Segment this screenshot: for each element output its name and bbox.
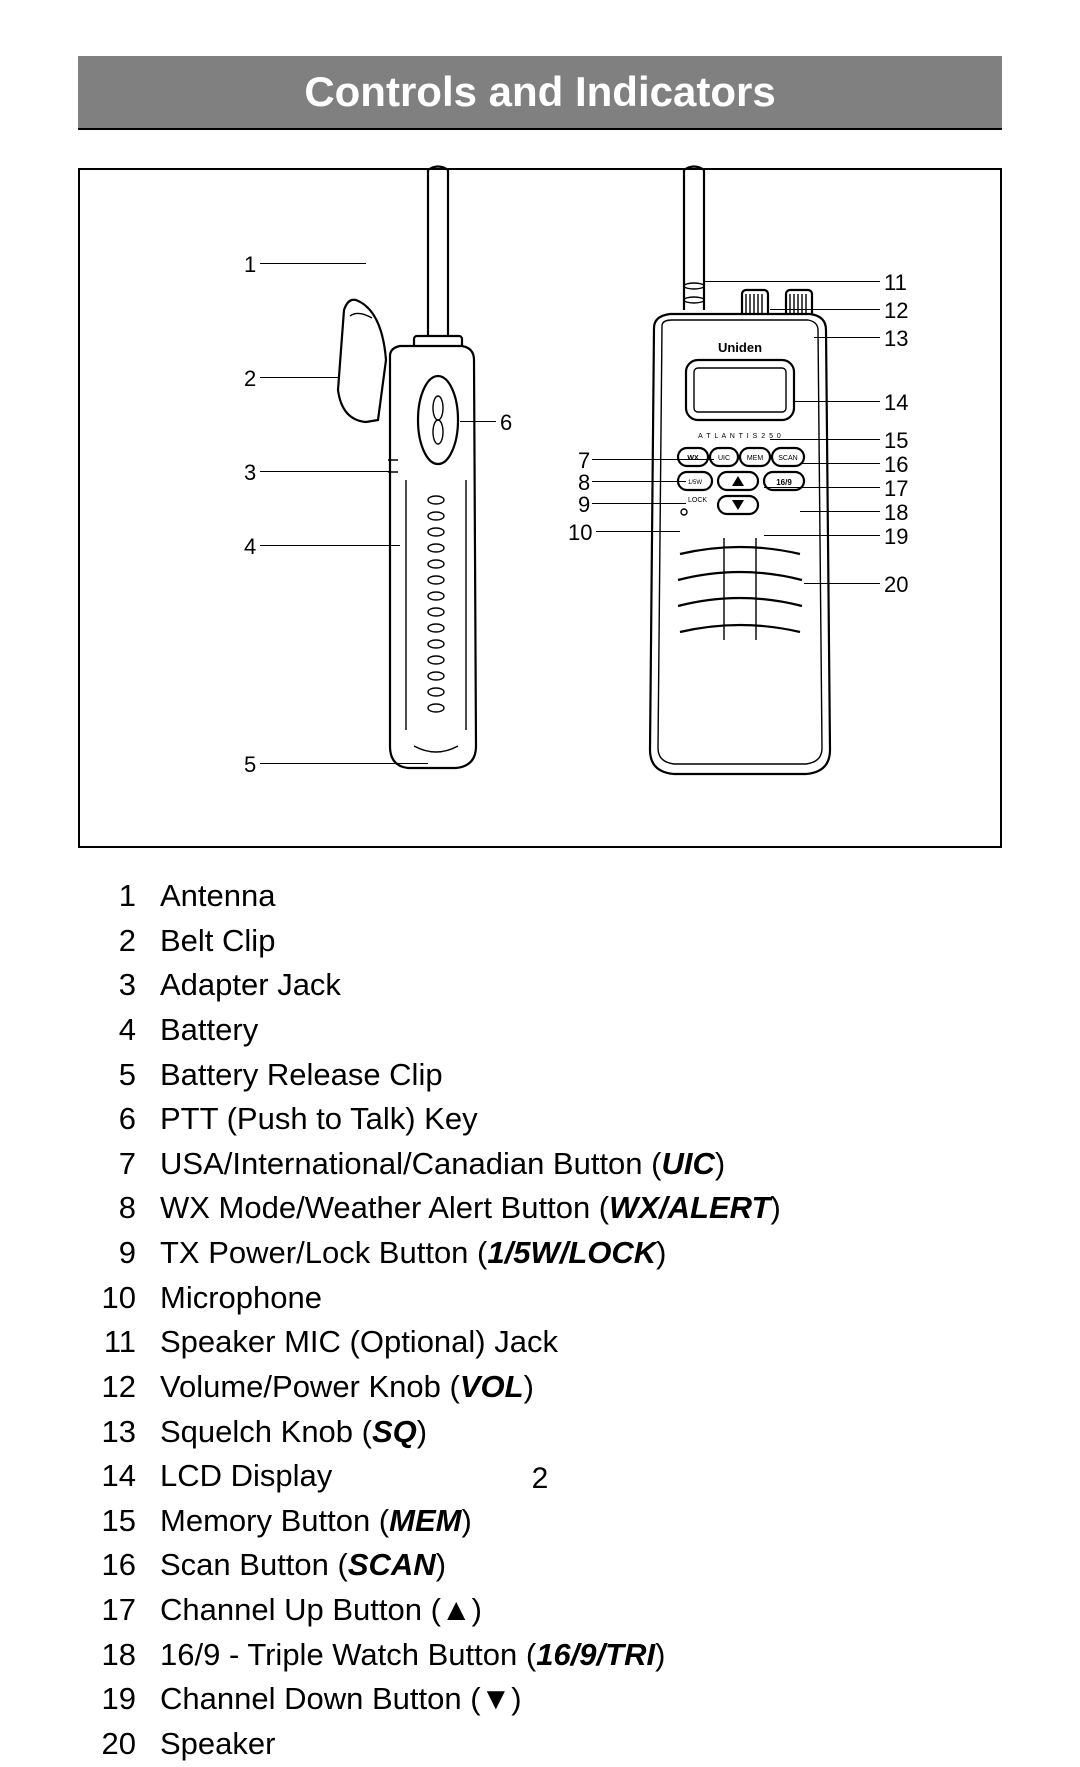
- callout-5: 5: [244, 752, 256, 778]
- legend-item: 1816/9 - Triple Watch Button (16/9/TRI): [92, 1633, 1002, 1678]
- callout-15: 15: [884, 428, 908, 454]
- callout-16: 16: [884, 452, 908, 478]
- legend-item: 17Channel Up Button (▲): [92, 1588, 1002, 1633]
- device-diagram: Uniden A T L A N T I S 2 5 0 WX UIC MEM …: [78, 168, 1002, 848]
- svg-text:SCAN: SCAN: [778, 455, 797, 462]
- legend-item: 7USA/International/Canadian Button (UIC): [92, 1142, 1002, 1187]
- legend-list: 1Antenna2Belt Clip3Adapter Jack4Battery5…: [78, 874, 1002, 1767]
- legend-item: 6PTT (Push to Talk) Key: [92, 1097, 1002, 1142]
- device-front-view: Uniden A T L A N T I S 2 5 0 WX UIC MEM …: [630, 160, 850, 810]
- legend-item: 3Adapter Jack: [92, 963, 1002, 1008]
- device-side-view: [308, 160, 518, 810]
- legend-item: 20Speaker: [92, 1722, 1002, 1767]
- legend-item: 9TX Power/Lock Button (1/5W/LOCK): [92, 1231, 1002, 1276]
- callout-6: 6: [500, 410, 512, 436]
- callout-20: 20: [884, 572, 908, 598]
- callout-4: 4: [244, 534, 256, 560]
- callout-13: 13: [884, 326, 908, 352]
- legend-item: 5Battery Release Clip: [92, 1053, 1002, 1098]
- callout-9: 9: [578, 492, 590, 518]
- callout-11: 11: [884, 270, 907, 296]
- callout-10: 10: [568, 520, 592, 546]
- svg-text:UIC: UIC: [718, 455, 730, 462]
- callout-19: 19: [884, 524, 908, 550]
- callout-2: 2: [244, 366, 256, 392]
- legend-item: 10Microphone: [92, 1276, 1002, 1321]
- page-number: 2: [0, 1462, 1080, 1496]
- legend-item: 15Memory Button (MEM): [92, 1499, 1002, 1544]
- brand-label: Uniden: [718, 340, 762, 355]
- legend-item: 4Battery: [92, 1008, 1002, 1053]
- callout-14: 14: [884, 390, 908, 416]
- legend-item: 19Channel Down Button (▼): [92, 1677, 1002, 1722]
- legend-item: 16Scan Button (SCAN): [92, 1543, 1002, 1588]
- svg-text:MEM: MEM: [747, 455, 764, 462]
- page-title: Controls and Indicators: [78, 56, 1002, 130]
- callout-3: 3: [244, 460, 256, 486]
- legend-item: 12Volume/Power Knob (VOL): [92, 1365, 1002, 1410]
- legend-item: 11Speaker MIC (Optional) Jack: [92, 1320, 1002, 1365]
- svg-text:1/5W: 1/5W: [688, 480, 702, 486]
- legend-item: 2Belt Clip: [92, 919, 1002, 964]
- svg-text:16/9: 16/9: [776, 478, 792, 487]
- callout-18: 18: [884, 500, 908, 526]
- legend-item: 13Squelch Knob (SQ): [92, 1410, 1002, 1455]
- svg-text:LOCK: LOCK: [688, 497, 707, 504]
- callout-17: 17: [884, 476, 908, 502]
- callout-12: 12: [884, 298, 908, 324]
- legend-item: 1Antenna: [92, 874, 1002, 919]
- callout-1: 1: [244, 252, 256, 278]
- legend-item: 8WX Mode/Weather Alert Button (WX/ALERT): [92, 1186, 1002, 1231]
